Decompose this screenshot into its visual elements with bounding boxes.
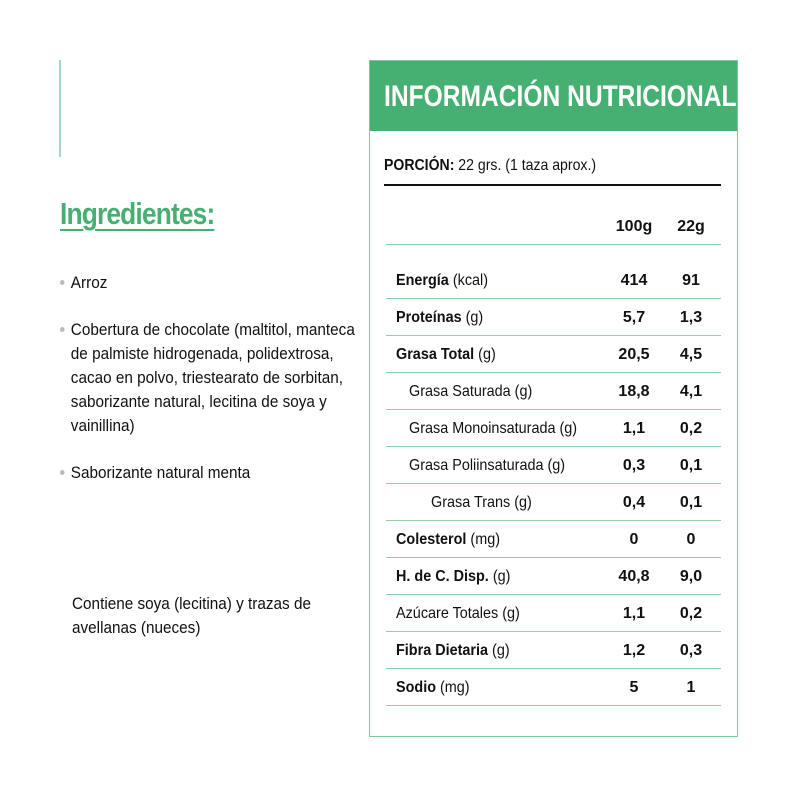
value-22g: 0,1 xyxy=(679,457,703,474)
nutrient-name: Grasa Poliinsaturada xyxy=(409,457,544,474)
nutrient-label: Grasa Trans (g) xyxy=(431,494,532,512)
nutrient-label: Grasa Monoinsaturada (g) xyxy=(409,420,577,438)
column-header-100g: 100g xyxy=(615,218,653,235)
value-22g: 0 xyxy=(686,531,696,548)
nutrient-name: Proteínas xyxy=(396,309,462,326)
nutrition-row: Grasa Saturada (g) 18,8 4,1 xyxy=(386,372,721,410)
value-22g: 4,1 xyxy=(679,383,703,400)
nutrition-row: Grasa Poliinsaturada (g) 0,3 0,1 xyxy=(386,446,721,484)
nutrient-name: Grasa Total xyxy=(396,346,475,363)
ingredient-item: Arroz xyxy=(60,271,368,295)
nutrient-label: Energía (kcal) xyxy=(396,272,488,290)
nutrition-row: Proteínas (g) 5,7 1,3 xyxy=(386,298,721,336)
nutrient-unit: (g) xyxy=(543,457,566,474)
value-100g: 0,4 xyxy=(622,494,646,511)
ingredients-list: Arroz Cobertura de chocolate (maltitol, … xyxy=(60,271,360,508)
value-22g: 0,3 xyxy=(679,642,703,659)
value-22g: 1,3 xyxy=(679,309,703,326)
portion-label: PORCIÓN: xyxy=(384,157,455,174)
portion-rule xyxy=(384,184,721,186)
nutrient-label: Azúcare Totales (g) xyxy=(396,605,520,623)
nutrient-label: Fibra Dietaria (g) xyxy=(396,642,510,660)
nutrient-name: Sodio xyxy=(396,679,436,696)
nutrition-title: INFORMACIÓN NUTRICIONAL xyxy=(370,61,737,131)
bullet-icon xyxy=(60,470,65,475)
ingredients-title: Ingredientes: xyxy=(60,196,215,231)
nutrient-label: Grasa Total (g) xyxy=(396,346,496,364)
nutrition-row: Sodio (mg) 5 1 xyxy=(386,668,721,706)
value-22g: 91 xyxy=(682,272,700,289)
nutrient-unit: (g) xyxy=(488,642,510,659)
allergen-note: Contiene soya (lecitina) y trazas de ave… xyxy=(72,594,311,637)
value-100g: 5,7 xyxy=(622,309,646,326)
ingredient-text: Cobertura de chocolate (maltitol, mantec… xyxy=(70,320,355,435)
value-100g: 414 xyxy=(620,272,648,289)
value-100g: 0,3 xyxy=(622,457,646,474)
value-22g: 0,2 xyxy=(679,605,703,622)
nutrition-row: Grasa Total (g) 20,5 4,5 xyxy=(386,335,721,373)
nutrient-unit: (g) xyxy=(488,568,511,585)
nutrient-name: Azúcare Totales xyxy=(396,605,499,622)
column-header-22g: 22g xyxy=(677,218,705,235)
nutrient-label: Grasa Saturada (g) xyxy=(409,383,532,401)
value-100g: 1,2 xyxy=(622,642,646,659)
nutrient-name: Grasa Monoinsaturada xyxy=(409,420,556,437)
value-22g: 0,2 xyxy=(679,420,703,437)
ingredient-text: Arroz xyxy=(70,273,108,292)
portion-info: PORCIÓN: 22 grs. (1 taza aprox.) xyxy=(384,157,596,175)
ingredient-item: Saborizante natural menta xyxy=(60,461,368,485)
value-100g: 18,8 xyxy=(618,383,650,400)
value-100g: 0 xyxy=(629,531,639,548)
header-row: 100g 22g xyxy=(386,207,721,245)
nutrient-unit: (kcal) xyxy=(448,272,489,289)
nutrition-row: Colesterol (mg) 0 0 xyxy=(386,520,721,558)
nutrient-unit: (g) xyxy=(461,309,484,326)
value-22g: 4,5 xyxy=(679,346,703,363)
nutrient-unit: (mg) xyxy=(435,679,470,696)
nutrition-panel: INFORMACIÓN NUTRICIONAL PORCIÓN: 22 grs.… xyxy=(369,60,738,737)
nutrition-title-text: INFORMACIÓN NUTRICIONAL xyxy=(384,80,737,113)
nutrient-label: Colesterol (mg) xyxy=(396,531,500,549)
nutrition-row: Grasa Monoinsaturada (g) 1,1 0,2 xyxy=(386,409,721,447)
nutrient-name: Grasa Trans xyxy=(431,494,511,511)
nutrient-unit: (mg) xyxy=(466,531,501,548)
value-22g: 0,1 xyxy=(679,494,703,511)
nutrient-label: Grasa Poliinsaturada (g) xyxy=(409,457,565,475)
nutrition-row: Grasa Trans (g) 0,4 0,1 xyxy=(386,483,721,521)
value-100g: 40,8 xyxy=(618,568,650,585)
ingredient-item: Cobertura de chocolate (maltitol, mantec… xyxy=(60,318,368,438)
portion-value: 22 grs. (1 taza aprox.) xyxy=(454,157,597,174)
nutrition-row: H. de C. Disp. (g) 40,8 9,0 xyxy=(386,557,721,595)
nutrient-name: Fibra Dietaria xyxy=(396,642,489,659)
nutrient-unit: (g) xyxy=(510,494,532,511)
bullet-icon xyxy=(60,280,65,285)
ingredient-text: Saborizante natural menta xyxy=(70,463,251,482)
value-22g: 9,0 xyxy=(679,568,703,585)
nutrient-name: Energía xyxy=(396,272,449,289)
value-22g: 1 xyxy=(686,679,696,696)
nutrition-row: Fibra Dietaria (g) 1,2 0,3 xyxy=(386,631,721,669)
bullet-icon xyxy=(60,327,65,332)
nutrient-name: Grasa Saturada xyxy=(409,383,511,400)
nutrient-name: Colesterol xyxy=(396,531,467,548)
value-100g: 5 xyxy=(629,679,639,696)
value-100g: 1,1 xyxy=(622,605,646,622)
nutrition-row: Energía (kcal) 414 91 xyxy=(386,261,721,299)
nutrition-row: Azúcare Totales (g) 1,1 0,2 xyxy=(386,594,721,632)
nutrient-unit: (g) xyxy=(555,420,578,437)
nutrient-unit: (g) xyxy=(498,605,520,622)
value-100g: 20,5 xyxy=(618,346,650,363)
decorative-divider xyxy=(59,60,61,157)
nutrient-label: Proteínas (g) xyxy=(396,309,483,327)
nutrient-label: Sodio (mg) xyxy=(396,679,470,697)
nutrient-label: H. de C. Disp. (g) xyxy=(396,568,510,586)
value-100g: 1,1 xyxy=(622,420,646,437)
nutrient-name: H. de C. Disp. xyxy=(396,568,489,585)
nutrient-unit: (g) xyxy=(510,383,533,400)
nutrient-unit: (g) xyxy=(474,346,496,363)
